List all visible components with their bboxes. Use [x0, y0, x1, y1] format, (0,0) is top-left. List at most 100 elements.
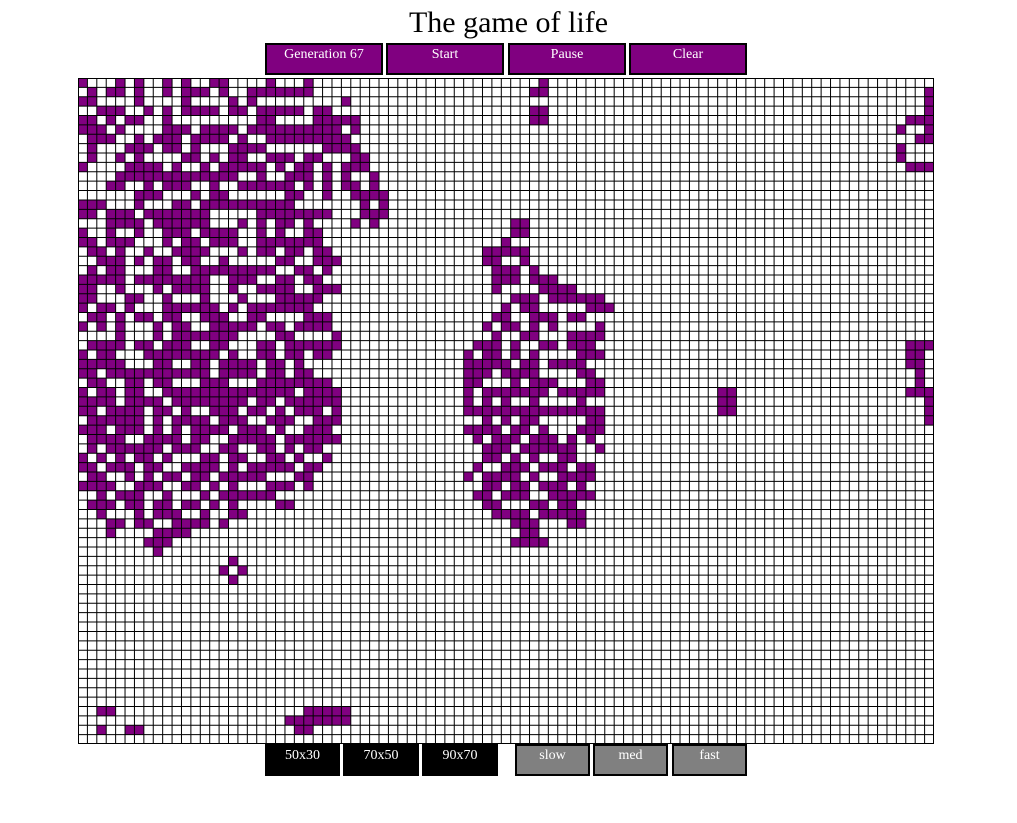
live-cell[interactable]	[303, 293, 314, 304]
speed-med-button[interactable]: med	[593, 744, 668, 776]
live-cell[interactable]	[322, 124, 332, 135]
live-cell[interactable]	[510, 434, 521, 444]
live-cell[interactable]	[181, 96, 191, 107]
live-cell[interactable]	[162, 293, 173, 304]
live-cell[interactable]	[153, 434, 163, 444]
live-cell[interactable]	[529, 303, 539, 313]
live-cell[interactable]	[294, 237, 304, 247]
live-cell[interactable]	[134, 87, 144, 97]
live-cell[interactable]	[134, 453, 144, 463]
live-cell[interactable]	[275, 274, 285, 285]
live-cell[interactable]	[219, 406, 229, 416]
live-cell[interactable]	[200, 434, 210, 444]
live-cell[interactable]	[266, 378, 276, 388]
live-cell[interactable]	[190, 256, 201, 266]
live-cell[interactable]	[237, 434, 248, 444]
live-cell[interactable]	[200, 124, 210, 135]
live-cell[interactable]	[237, 143, 248, 154]
live-cell[interactable]	[96, 303, 107, 313]
live-cell[interactable]	[567, 406, 577, 416]
live-cell[interactable]	[115, 462, 126, 472]
live-cell[interactable]	[237, 246, 248, 257]
live-cell[interactable]	[529, 434, 539, 444]
live-cell[interactable]	[78, 406, 88, 416]
live-cell[interactable]	[491, 509, 502, 519]
live-cell[interactable]	[491, 350, 502, 360]
live-cell[interactable]	[219, 190, 229, 200]
live-cell[interactable]	[162, 378, 173, 388]
live-cell[interactable]	[209, 378, 220, 388]
live-cell[interactable]	[162, 528, 173, 538]
live-cell[interactable]	[228, 228, 238, 238]
live-cell[interactable]	[501, 303, 511, 313]
live-cell[interactable]	[482, 350, 492, 360]
live-cell[interactable]	[228, 359, 238, 369]
live-cell[interactable]	[501, 274, 511, 285]
live-cell[interactable]	[87, 368, 97, 379]
live-cell[interactable]	[567, 509, 577, 519]
live-cell[interactable]	[548, 321, 558, 332]
live-cell[interactable]	[529, 500, 539, 510]
live-cell[interactable]	[200, 453, 210, 463]
live-cell[interactable]	[219, 359, 229, 369]
live-cell[interactable]	[294, 124, 304, 135]
live-cell[interactable]	[125, 303, 135, 313]
live-cell[interactable]	[200, 134, 210, 144]
live-cell[interactable]	[350, 162, 361, 172]
live-cell[interactable]	[322, 181, 332, 191]
live-cell[interactable]	[172, 181, 182, 191]
live-cell[interactable]	[106, 528, 116, 538]
live-cell[interactable]	[548, 443, 558, 454]
live-cell[interactable]	[463, 387, 474, 397]
live-cell[interactable]	[896, 153, 906, 163]
live-cell[interactable]	[256, 209, 267, 219]
pause-button[interactable]: Pause	[508, 43, 626, 75]
clear-button[interactable]: Clear	[629, 43, 747, 75]
live-cell[interactable]	[181, 500, 191, 510]
live-cell[interactable]	[341, 96, 351, 107]
live-cell[interactable]	[87, 115, 97, 125]
live-cell[interactable]	[463, 350, 474, 360]
live-cell[interactable]	[529, 331, 539, 341]
live-cell[interactable]	[162, 106, 173, 116]
live-cell[interactable]	[190, 425, 201, 435]
live-cell[interactable]	[510, 340, 521, 351]
live-cell[interactable]	[87, 443, 97, 454]
live-cell[interactable]	[313, 406, 323, 416]
live-cell[interactable]	[915, 378, 925, 388]
live-cell[interactable]	[294, 209, 304, 219]
live-cell[interactable]	[162, 312, 173, 322]
live-cell[interactable]	[190, 106, 201, 116]
live-cell[interactable]	[162, 509, 173, 519]
live-cell[interactable]	[134, 199, 144, 210]
live-cell[interactable]	[219, 78, 229, 88]
live-cell[interactable]	[294, 293, 304, 304]
live-cell[interactable]	[87, 246, 97, 257]
live-cell[interactable]	[350, 124, 361, 135]
live-cell[interactable]	[256, 312, 267, 322]
live-cell[interactable]	[115, 78, 126, 88]
live-cell[interactable]	[548, 490, 558, 501]
live-cell[interactable]	[529, 453, 539, 463]
live-cell[interactable]	[585, 340, 596, 351]
live-cell[interactable]	[303, 237, 314, 247]
live-cell[interactable]	[529, 368, 539, 379]
live-cell[interactable]	[143, 396, 154, 407]
live-cell[interactable]	[510, 368, 521, 379]
live-cell[interactable]	[275, 181, 285, 191]
live-cell[interactable]	[303, 274, 314, 285]
live-cell[interactable]	[247, 181, 257, 191]
live-cell[interactable]	[181, 256, 191, 266]
live-cell[interactable]	[501, 312, 511, 322]
live-cell[interactable]	[162, 265, 173, 275]
live-cell[interactable]	[228, 237, 238, 247]
live-cell[interactable]	[322, 209, 332, 219]
live-cell[interactable]	[491, 434, 502, 444]
live-cell[interactable]	[181, 396, 191, 407]
live-cell[interactable]	[134, 378, 144, 388]
live-cell[interactable]	[247, 274, 257, 285]
live-cell[interactable]	[247, 199, 257, 210]
live-cell[interactable]	[190, 87, 201, 97]
live-cell[interactable]	[491, 331, 502, 341]
live-cell[interactable]	[96, 124, 107, 135]
